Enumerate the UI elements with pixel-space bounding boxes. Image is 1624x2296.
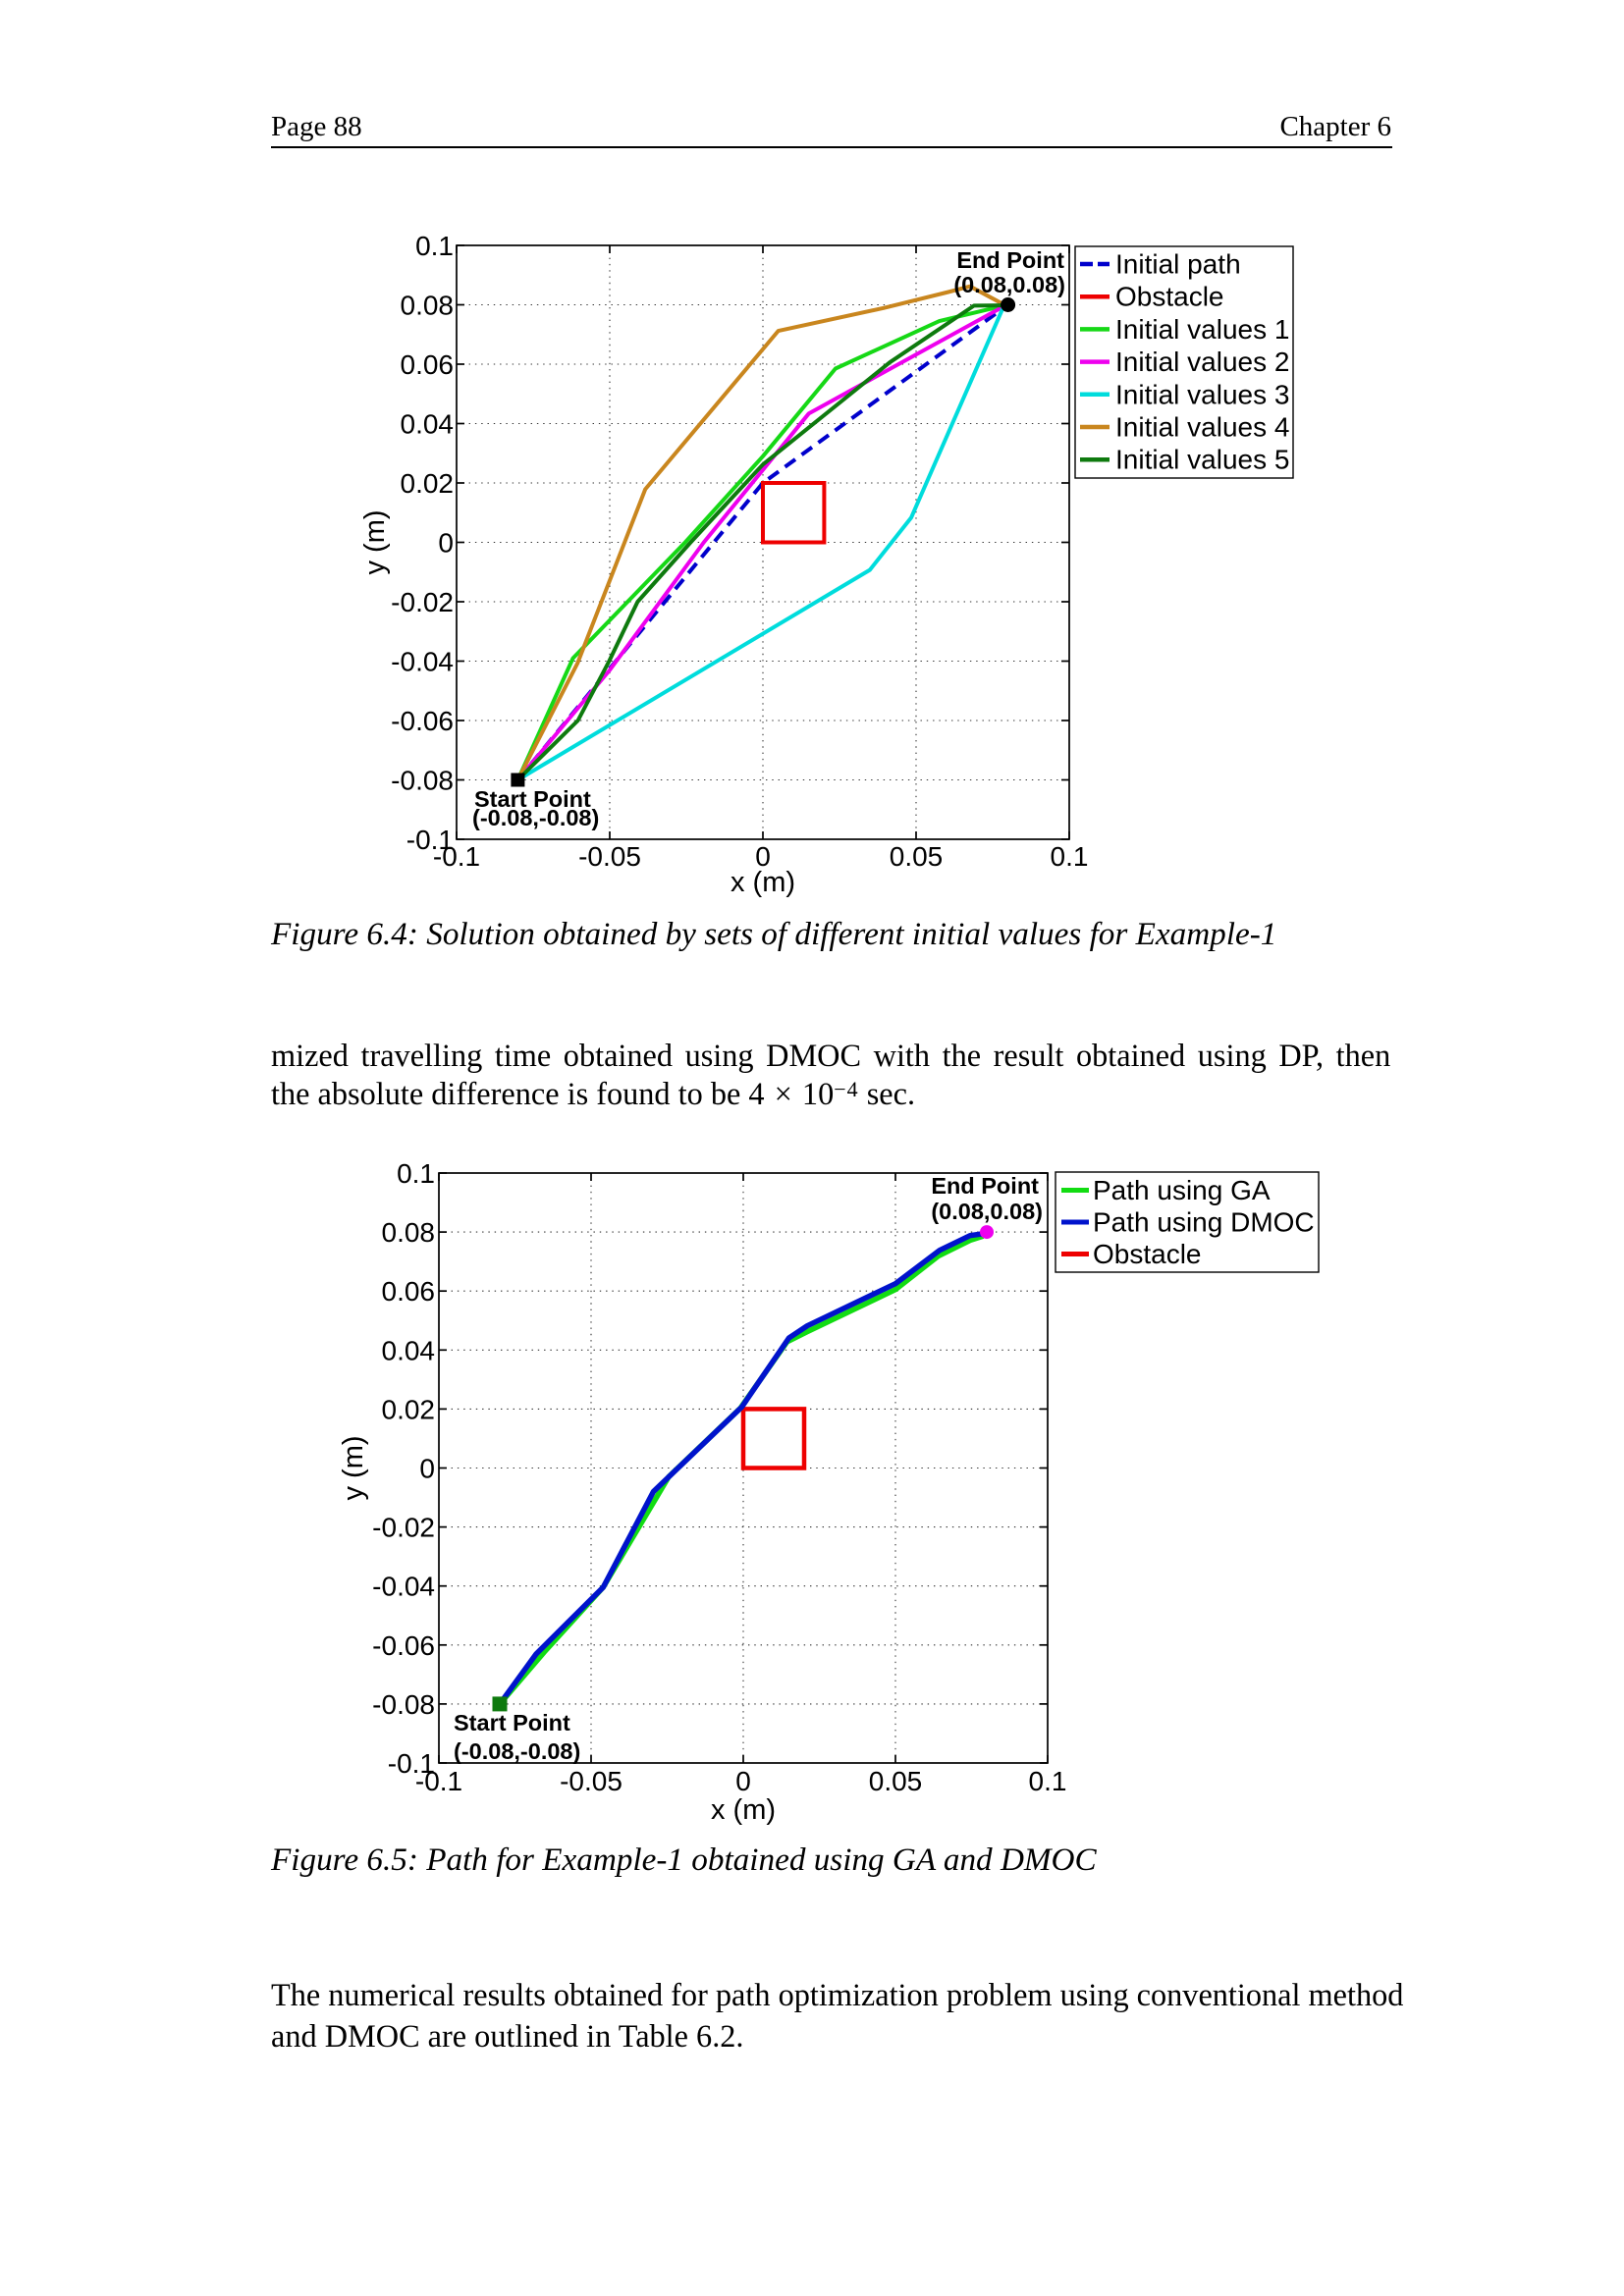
svg-text:-0.1: -0.1 <box>406 825 454 855</box>
svg-text:-0.02: -0.02 <box>391 587 454 617</box>
svg-text:0.1: 0.1 <box>1029 1766 1067 1796</box>
svg-text:x (m): x (m) <box>731 867 795 898</box>
svg-text:0: 0 <box>438 528 454 559</box>
svg-text:y (m): y (m) <box>338 1435 369 1500</box>
svg-text:Initial values 5: Initial values 5 <box>1115 445 1289 475</box>
svg-text:-0.06: -0.06 <box>372 1630 435 1661</box>
svg-text:Obstacle: Obstacle <box>1093 1239 1202 1269</box>
svg-text:(-0.08,-0.08): (-0.08,-0.08) <box>472 805 599 830</box>
svg-text:0.08: 0.08 <box>382 1217 436 1248</box>
svg-text:-0.06: -0.06 <box>391 706 454 736</box>
svg-text:Initial values 1: Initial values 1 <box>1115 314 1289 345</box>
svg-text:(0.08,0.08): (0.08,0.08) <box>953 272 1065 297</box>
svg-text:-0.1: -0.1 <box>415 1766 462 1796</box>
svg-text:End Point: End Point <box>931 1173 1039 1199</box>
svg-text:0.05: 0.05 <box>869 1766 923 1796</box>
svg-text:0.06: 0.06 <box>401 349 455 380</box>
svg-text:y (m): y (m) <box>359 509 391 574</box>
svg-text:x (m): x (m) <box>711 1794 776 1826</box>
svg-text:0.1: 0.1 <box>397 1158 435 1189</box>
svg-text:-0.1: -0.1 <box>433 841 480 872</box>
svg-text:0.02: 0.02 <box>382 1394 436 1424</box>
svg-text:-0.04: -0.04 <box>391 647 454 677</box>
svg-text:0.08: 0.08 <box>401 291 455 321</box>
svg-text:-0.04: -0.04 <box>372 1572 435 1602</box>
svg-text:Start Point: Start Point <box>454 1710 570 1735</box>
svg-text:-0.05: -0.05 <box>560 1766 623 1796</box>
svg-text:0.1: 0.1 <box>1051 841 1089 872</box>
svg-text:-0.1: -0.1 <box>388 1748 435 1779</box>
svg-text:Start Point: Start Point <box>474 786 591 812</box>
svg-text:Initial values 2: Initial values 2 <box>1115 347 1289 377</box>
svg-text:0: 0 <box>755 841 771 872</box>
svg-text:0.06: 0.06 <box>382 1276 436 1307</box>
svg-text:-0.08: -0.08 <box>391 766 454 796</box>
svg-text:Initial path: Initial path <box>1115 249 1241 280</box>
svg-text:0: 0 <box>735 1766 751 1796</box>
svg-text:Obstacle: Obstacle <box>1115 282 1224 312</box>
svg-text:0.04: 0.04 <box>401 409 455 440</box>
svg-text:0.1: 0.1 <box>415 231 454 261</box>
svg-text:0.02: 0.02 <box>401 468 455 499</box>
svg-text:Path using GA: Path using GA <box>1093 1175 1271 1205</box>
svg-text:Initial values 3: Initial values 3 <box>1115 379 1289 409</box>
svg-text:End Point: End Point <box>956 247 1064 273</box>
svg-text:-0.05: -0.05 <box>578 841 641 872</box>
svg-text:Initial values 4: Initial values 4 <box>1115 412 1289 443</box>
svg-text:Path using DMOC: Path using DMOC <box>1093 1207 1315 1238</box>
svg-text:(-0.08,-0.08): (-0.08,-0.08) <box>454 1738 580 1764</box>
svg-text:0.05: 0.05 <box>890 841 944 872</box>
svg-text:0: 0 <box>419 1454 435 1484</box>
svg-text:-0.02: -0.02 <box>372 1513 435 1543</box>
svg-text:(0.08,0.08): (0.08,0.08) <box>931 1199 1043 1224</box>
svg-text:0.04: 0.04 <box>382 1335 436 1365</box>
svg-text:-0.08: -0.08 <box>372 1689 435 1720</box>
